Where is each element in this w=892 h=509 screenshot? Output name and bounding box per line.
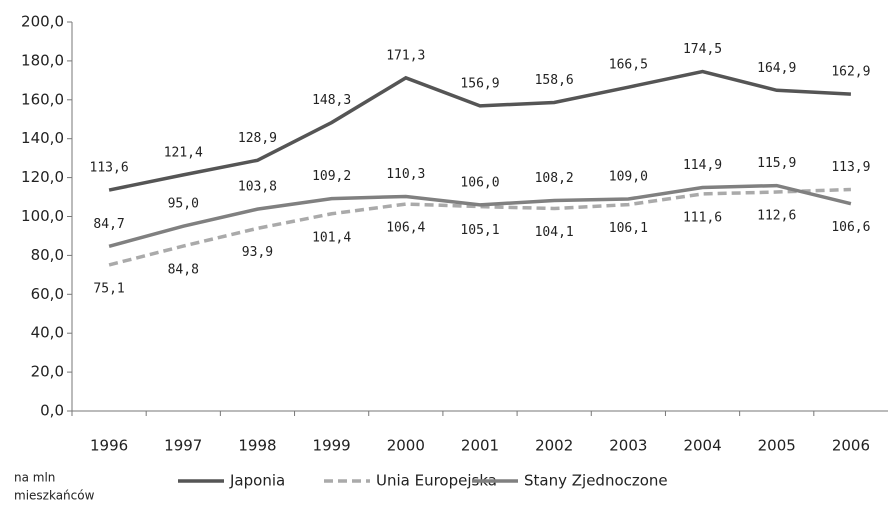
x-tick-label: 1999 [313,437,351,455]
data-label: 162,9 [831,65,870,80]
x-tick-label: 2002 [535,437,573,455]
data-label: 115,9 [757,156,796,171]
series-line [108,187,851,267]
data-label: 84,8 [168,263,199,278]
data-label: 111,6 [683,210,722,225]
data-label: 95,0 [168,197,199,212]
legend-label: Unia Europejska [376,472,497,490]
data-label: 114,9 [683,158,722,173]
data-label: 84,7 [93,217,124,232]
x-tick-label: 2001 [461,437,499,455]
y-tick-label: 100,0 [21,207,64,225]
data-label: 93,9 [242,245,273,260]
data-label: 104,1 [535,225,574,240]
data-label: 113,6 [90,161,129,176]
y-tick-label: 160,0 [21,90,64,108]
data-label: 108,2 [535,171,574,186]
data-label: 109,2 [312,169,351,184]
y-tick-label: 180,0 [21,51,64,69]
data-label: 128,9 [238,131,277,146]
data-label: 101,4 [312,230,351,245]
data-label: 121,4 [164,145,203,160]
data-label: 171,3 [386,48,425,63]
x-tick-label: 2003 [609,437,647,455]
data-label: 166,5 [609,58,648,73]
data-label: 106,0 [460,175,499,190]
x-tick-label: 2005 [758,437,796,455]
y-tick-label: 140,0 [21,129,64,147]
data-label: 110,3 [386,167,425,182]
data-label: 109,0 [609,169,648,184]
y-tick-label: 0,0 [40,402,64,420]
x-tick-label: 2006 [832,437,870,455]
data-label: 156,9 [460,76,499,91]
data-label: 158,6 [535,73,574,88]
series-line [108,183,852,248]
data-label: 105,1 [460,223,499,238]
data-label: 174,5 [683,42,722,57]
x-tick-label: 2000 [387,437,425,455]
x-tick-label: 1996 [90,437,128,455]
data-label: 103,8 [238,180,277,195]
legend-label: Japonia [229,472,285,490]
legend-label: Stany Zjednoczone [524,472,668,490]
data-label: 112,6 [757,208,796,223]
data-label: 164,9 [757,61,796,76]
data-label: 75,1 [93,281,124,296]
data-label: 106,4 [386,221,425,236]
x-tick-label: 1997 [164,437,202,455]
x-tick-label: 1998 [238,437,276,455]
data-label: 113,9 [831,160,870,175]
y-tick-label: 80,0 [31,246,64,264]
annotation: na mln [14,471,55,485]
series-line [108,69,852,192]
y-tick-label: 40,0 [31,324,64,342]
data-label: 148,3 [312,93,351,108]
x-tick-label: 2004 [683,437,721,455]
y-tick-label: 60,0 [31,285,64,303]
annotation: mieszkańców [14,489,95,503]
y-tick-label: 20,0 [31,363,64,381]
data-label: 106,6 [831,220,870,235]
data-label: 106,1 [609,221,648,236]
y-tick-label: 200,0 [21,13,64,31]
y-tick-label: 120,0 [21,168,64,186]
